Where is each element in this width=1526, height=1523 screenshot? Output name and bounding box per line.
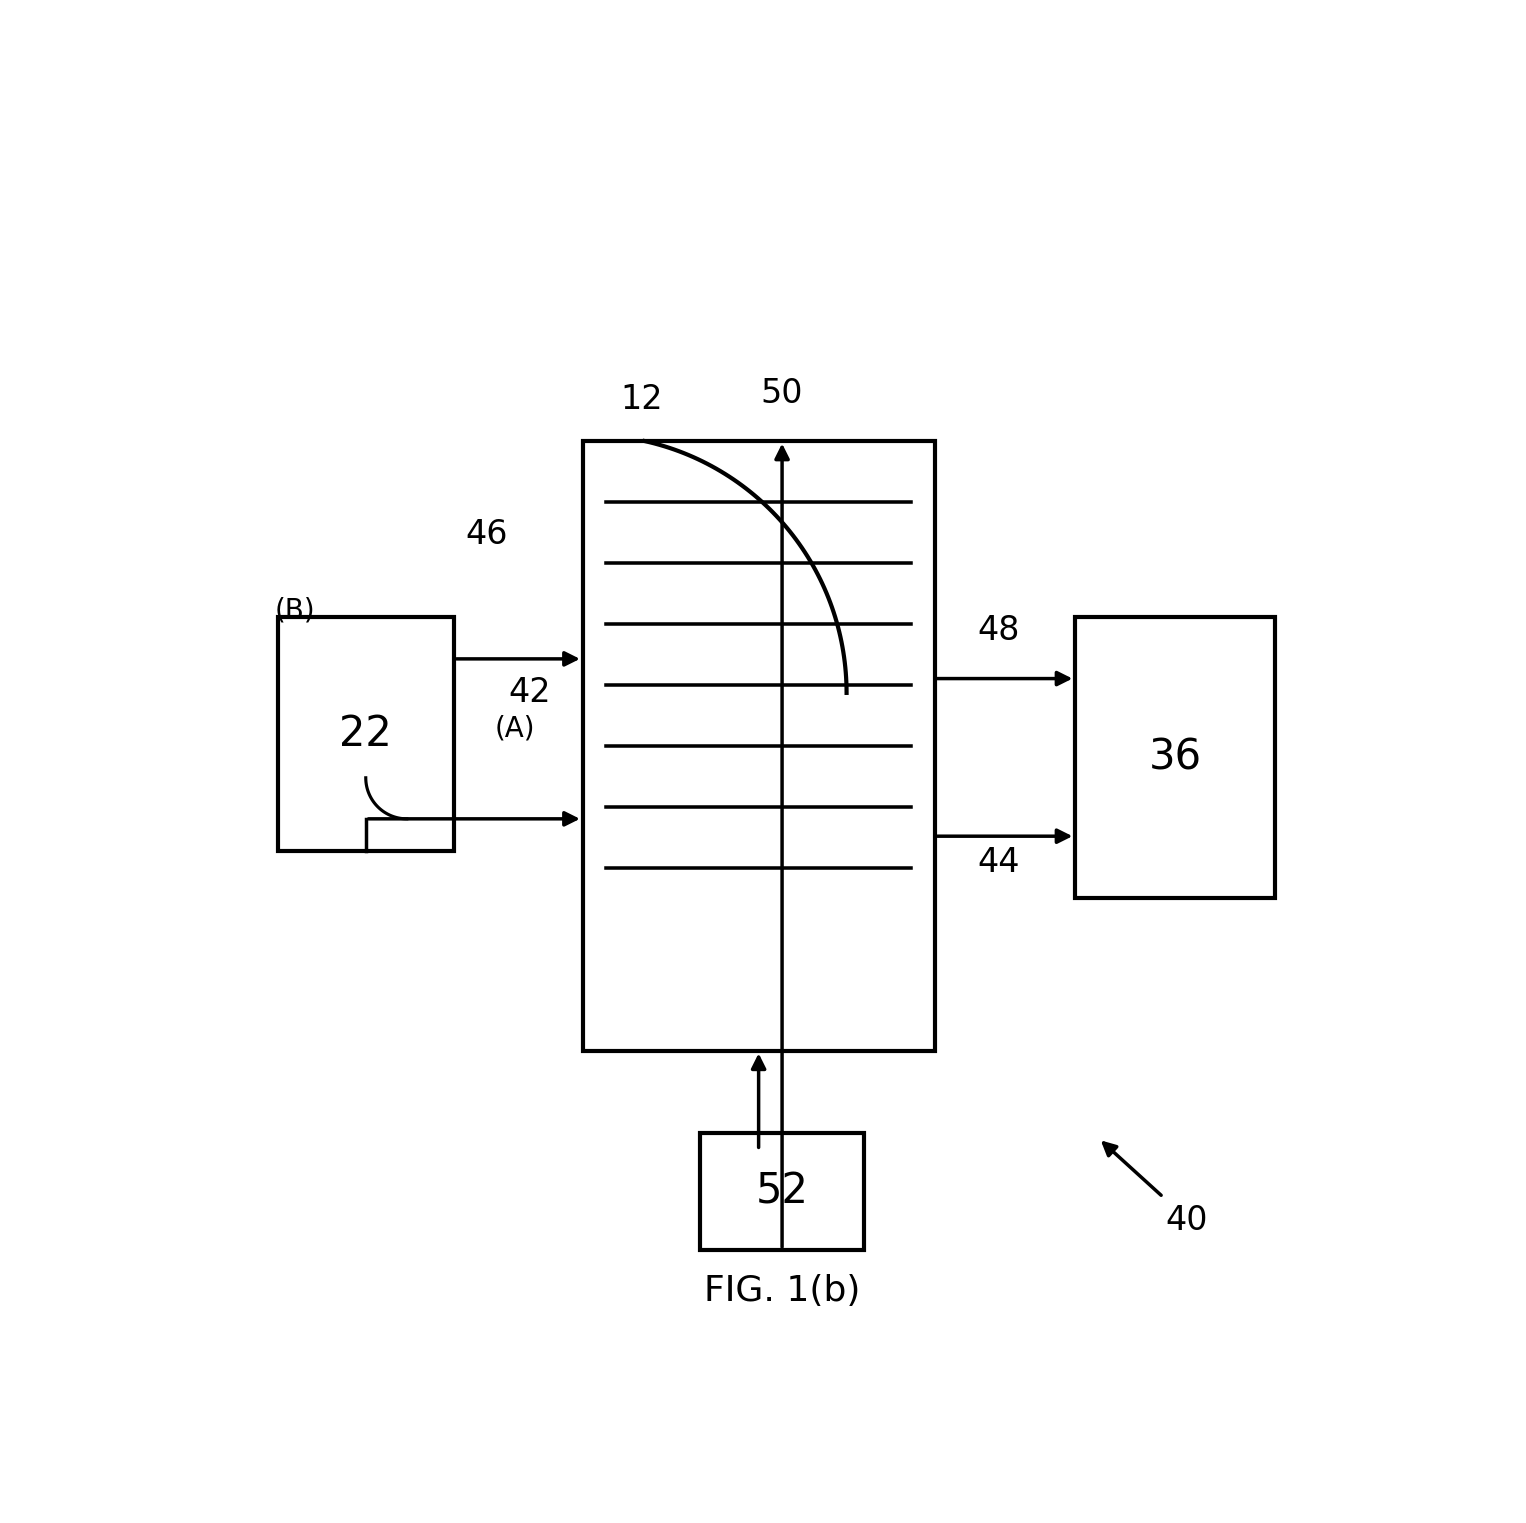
Text: 46: 46	[465, 518, 508, 551]
Bar	[700, 1133, 864, 1250]
Bar	[1076, 617, 1274, 899]
Bar	[583, 440, 934, 1051]
Text: 22: 22	[339, 713, 392, 755]
Text: 36: 36	[1149, 737, 1201, 778]
Text: 40: 40	[1166, 1205, 1209, 1237]
Text: (A): (A)	[494, 714, 536, 742]
Text: 48: 48	[978, 614, 1021, 647]
Text: (B): (B)	[275, 597, 316, 624]
Text: 52: 52	[755, 1170, 809, 1212]
Text: 42: 42	[508, 676, 551, 710]
Bar	[278, 617, 453, 851]
Text: 50: 50	[761, 378, 803, 410]
Text: FIG. 1(b): FIG. 1(b)	[703, 1273, 861, 1308]
Text: 12: 12	[620, 384, 662, 416]
Text: 44: 44	[978, 847, 1021, 879]
